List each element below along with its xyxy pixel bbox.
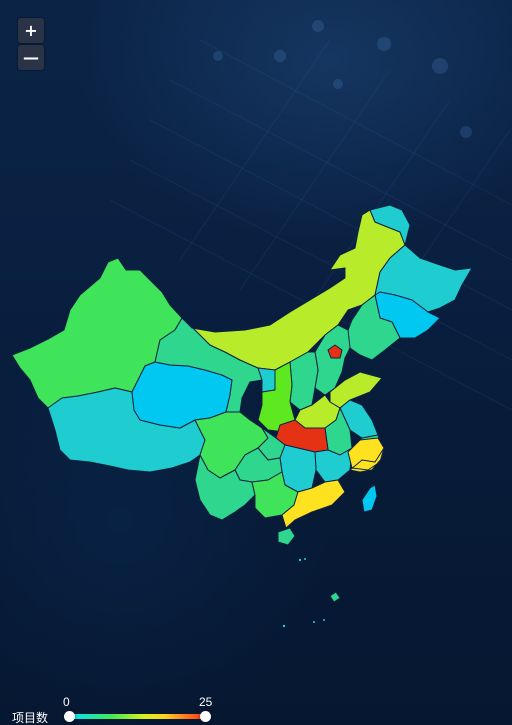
legend-max-handle[interactable] bbox=[200, 711, 211, 722]
region-hainan[interactable] bbox=[277, 527, 296, 546]
zoom-in-button[interactable]: + bbox=[18, 18, 44, 43]
visual-map-legend: 项目数 0 25 bbox=[0, 690, 512, 725]
region-taiwan[interactable] bbox=[361, 484, 378, 513]
region-heilongjiang[interactable] bbox=[369, 204, 473, 313]
region-yunnan[interactable] bbox=[194, 454, 256, 521]
region-fujian[interactable] bbox=[347, 437, 385, 473]
legend-min-label: 0 bbox=[63, 695, 70, 709]
region-shaanxi[interactable] bbox=[257, 361, 296, 433]
legend-color-bar[interactable] bbox=[70, 714, 206, 719]
zoom-controls: + — bbox=[18, 18, 44, 70]
zoom-out-button[interactable]: — bbox=[18, 45, 44, 70]
region-shanxi[interactable] bbox=[289, 351, 319, 411]
region-guangdong[interactable] bbox=[281, 479, 346, 529]
region-south-china-sea-islands[interactable] bbox=[329, 591, 341, 603]
legend-max-label: 25 bbox=[199, 695, 213, 709]
legend-title: 项目数 bbox=[12, 711, 49, 725]
legend-min-handle[interactable] bbox=[64, 711, 75, 722]
region-beijing[interactable] bbox=[327, 344, 343, 359]
region-jiangxi[interactable] bbox=[314, 447, 353, 483]
